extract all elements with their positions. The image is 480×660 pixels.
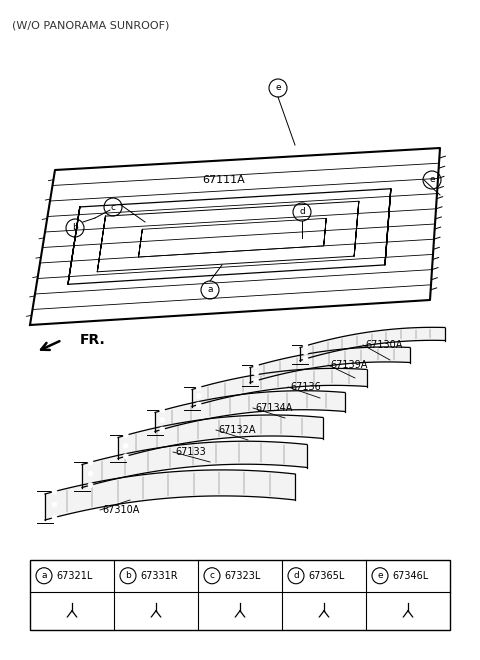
Circle shape: [253, 363, 259, 368]
Circle shape: [123, 454, 128, 459]
Circle shape: [147, 618, 153, 624]
Circle shape: [303, 356, 308, 362]
Text: 67139A: 67139A: [330, 360, 367, 370]
Text: d: d: [299, 207, 305, 216]
Text: 67133: 67133: [175, 447, 206, 457]
Circle shape: [88, 471, 93, 476]
Circle shape: [123, 444, 128, 448]
Text: 67323L: 67323L: [224, 571, 260, 581]
Polygon shape: [45, 470, 295, 520]
Text: c: c: [209, 572, 215, 580]
Text: 67365L: 67365L: [308, 571, 344, 581]
Circle shape: [253, 378, 259, 383]
Text: 67136: 67136: [290, 382, 321, 392]
Circle shape: [327, 618, 333, 624]
Polygon shape: [82, 442, 307, 488]
Circle shape: [196, 402, 201, 407]
Polygon shape: [155, 391, 345, 432]
Circle shape: [196, 393, 201, 399]
Text: 67331R: 67331R: [140, 571, 178, 581]
Circle shape: [63, 618, 69, 624]
Polygon shape: [250, 347, 410, 383]
Text: a: a: [207, 286, 213, 294]
Text: 67111A: 67111A: [203, 175, 245, 185]
Text: 67346L: 67346L: [392, 571, 428, 581]
Text: 67321L: 67321L: [56, 571, 92, 581]
Text: 67132A: 67132A: [218, 425, 255, 435]
Circle shape: [303, 350, 308, 355]
Text: FR.: FR.: [80, 333, 106, 347]
Circle shape: [123, 433, 128, 438]
Circle shape: [231, 618, 237, 624]
Polygon shape: [118, 415, 323, 459]
Circle shape: [303, 343, 308, 348]
Bar: [30, 560, 450, 630]
Circle shape: [52, 502, 57, 507]
Text: a: a: [41, 572, 47, 580]
Text: c: c: [110, 203, 116, 211]
Text: d: d: [293, 572, 299, 580]
Text: e: e: [275, 84, 281, 92]
Circle shape: [88, 459, 93, 465]
Text: b: b: [72, 224, 78, 232]
Circle shape: [315, 618, 321, 624]
Text: e: e: [429, 176, 435, 185]
Polygon shape: [192, 368, 367, 407]
Circle shape: [399, 618, 405, 624]
Circle shape: [253, 371, 259, 376]
Circle shape: [159, 618, 165, 624]
Circle shape: [160, 427, 165, 432]
Text: 67130A: 67130A: [365, 340, 402, 350]
Circle shape: [160, 408, 165, 413]
Polygon shape: [300, 327, 445, 360]
Text: e: e: [377, 572, 383, 580]
Text: (W/O PANORAMA SUNROOF): (W/O PANORAMA SUNROOF): [12, 20, 169, 30]
Text: 67310A: 67310A: [102, 505, 139, 515]
Circle shape: [75, 618, 81, 624]
Circle shape: [52, 515, 57, 520]
Circle shape: [196, 385, 201, 390]
Text: 67134A: 67134A: [255, 403, 292, 413]
Circle shape: [411, 618, 417, 624]
Circle shape: [88, 482, 93, 488]
Circle shape: [52, 489, 57, 494]
Circle shape: [243, 618, 249, 624]
Text: b: b: [125, 572, 131, 580]
Circle shape: [160, 417, 165, 422]
